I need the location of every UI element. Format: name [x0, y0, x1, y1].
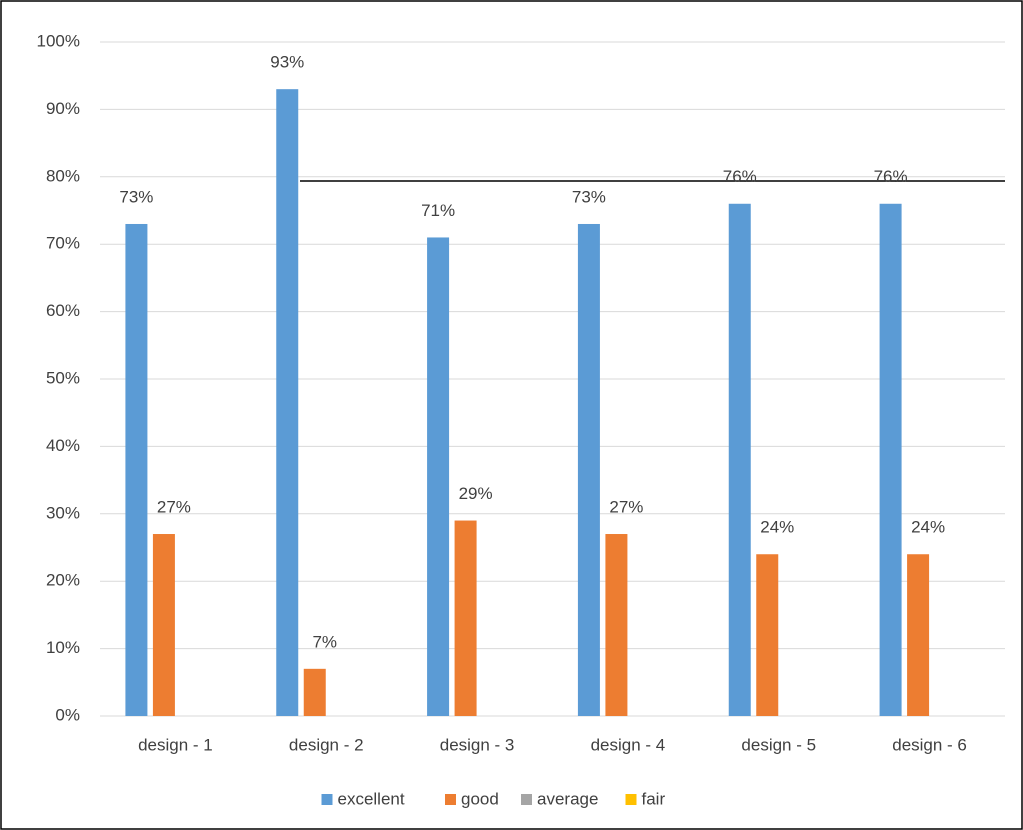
bar — [577, 223, 600, 717]
y-tick-label: 90% — [46, 99, 80, 118]
data-label: 71% — [421, 201, 455, 220]
legend-label: excellent — [338, 789, 405, 808]
y-tick-label: 20% — [46, 571, 80, 590]
bar — [276, 89, 299, 717]
legend-swatch — [625, 794, 637, 805]
data-label: 29% — [459, 484, 493, 503]
data-label: 73% — [119, 187, 153, 206]
legend-swatch — [445, 794, 456, 805]
y-tick-label: 50% — [46, 368, 80, 387]
bar — [427, 237, 450, 716]
bar — [152, 534, 175, 716]
legend-swatch — [521, 794, 532, 805]
y-tick-label: 0% — [55, 705, 80, 724]
data-label: 76% — [874, 167, 908, 186]
data-label: 24% — [911, 518, 945, 537]
bar — [756, 554, 779, 716]
data-label: 76% — [723, 167, 757, 186]
data-label: 27% — [609, 498, 643, 517]
x-tick-label: design - 3 — [440, 735, 515, 754]
x-tick-label: design - 6 — [892, 735, 967, 754]
x-tick-label: design - 4 — [591, 735, 666, 754]
legend-label: average — [537, 789, 598, 808]
bar — [125, 223, 148, 717]
bar — [303, 668, 326, 716]
y-tick-label: 30% — [46, 503, 80, 522]
legend-label: fair — [642, 789, 666, 808]
y-tick-label: 80% — [46, 166, 80, 185]
data-label: 73% — [572, 187, 606, 206]
y-tick-label: 100% — [37, 31, 80, 50]
bar — [907, 554, 930, 716]
bar — [605, 534, 628, 716]
y-tick-label: 60% — [46, 301, 80, 320]
x-tick-label: design - 1 — [138, 735, 213, 754]
bar — [454, 520, 477, 716]
legend-label: good — [461, 789, 499, 808]
data-label: 24% — [760, 518, 794, 537]
y-tick-label: 40% — [46, 436, 80, 455]
data-label: 93% — [270, 53, 304, 72]
data-label: 7% — [312, 632, 337, 651]
bar — [728, 203, 751, 716]
legend-swatch — [321, 794, 333, 805]
y-tick-label: 70% — [46, 234, 80, 253]
x-tick-label: design - 2 — [289, 735, 364, 754]
y-tick-label: 10% — [46, 638, 80, 657]
data-label: 27% — [157, 498, 191, 517]
x-tick-label: design - 5 — [741, 735, 816, 754]
bar — [879, 203, 902, 716]
